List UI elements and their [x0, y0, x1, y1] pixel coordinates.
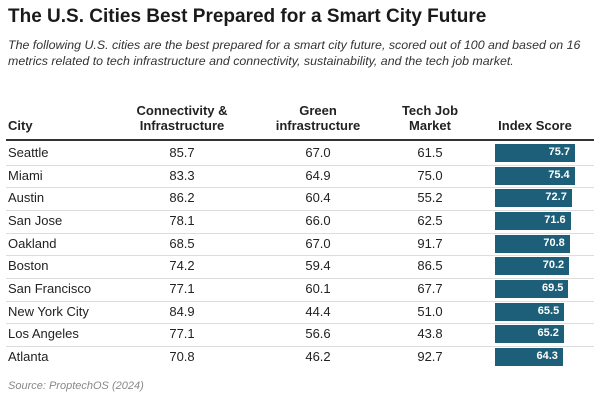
metric: 77.1 — [169, 281, 195, 297]
bar-label: 69.5 — [542, 282, 564, 295]
metric: 86.2 — [169, 190, 195, 206]
row-rule — [6, 232, 594, 234]
index-bar: 65.2 — [495, 325, 564, 344]
city: Miami — [8, 167, 43, 183]
city: New York City — [8, 303, 89, 319]
bar-label: 64.3 — [536, 350, 558, 363]
metric: 83.3 — [169, 167, 195, 183]
metric: 61.5 — [417, 145, 443, 160]
metric: 64.9 — [305, 167, 331, 183]
metric: 46.2 — [305, 349, 331, 365]
metric: 67.0 — [305, 145, 331, 160]
metric: 66.0 — [305, 213, 331, 228]
bar-label: 75.4 — [548, 168, 570, 181]
metric: 77.1 — [169, 326, 195, 342]
index-bar: 69.5 — [495, 280, 569, 299]
header-rule — [6, 139, 594, 141]
index-bar: 71.6 — [495, 212, 571, 230]
metric: 67.0 — [305, 235, 331, 251]
metric: 62.5 — [417, 213, 443, 228]
bar-label: 65.2 — [537, 327, 559, 340]
metric: 74.2 — [169, 258, 195, 274]
metric: 92.7 — [417, 349, 443, 365]
metric: 78.1 — [169, 213, 195, 228]
index-bar: 70.8 — [495, 234, 570, 253]
row-rule — [6, 323, 594, 325]
city: Seattle — [8, 145, 49, 160]
bar-label: 75.7 — [548, 146, 570, 158]
row-rule — [6, 187, 594, 189]
row-rule — [6, 255, 594, 257]
column-header: Connectivity & Infrastructure — [136, 103, 228, 133]
row-rule — [6, 278, 594, 280]
row-rule — [6, 346, 594, 348]
city: Los Angeles — [8, 326, 79, 342]
index-bar: 75.7 — [495, 144, 575, 162]
metric: 68.5 — [169, 235, 195, 251]
metric: 43.8 — [417, 326, 443, 342]
bar-label: 72.7 — [545, 191, 567, 204]
column-header: City — [8, 118, 33, 133]
city: Atlanta — [8, 349, 49, 365]
metric: 70.8 — [169, 349, 195, 365]
bar-label: 70.2 — [542, 259, 565, 272]
index-bar: 72.7 — [495, 189, 572, 208]
index-bar: 75.4 — [495, 166, 575, 185]
metric: 55.2 — [417, 190, 443, 206]
title: The U.S. Cities Best Prepared for a Smar… — [8, 6, 487, 27]
metric: 75.0 — [417, 167, 443, 183]
metric: 51.0 — [417, 303, 443, 319]
subtitle: The following U.S. cities are the best p… — [8, 38, 581, 68]
city: Austin — [8, 190, 45, 206]
row-rule — [6, 164, 594, 166]
city: San Francisco — [8, 281, 92, 297]
metric: 84.9 — [169, 303, 195, 319]
index-bar: 64.3 — [495, 348, 563, 367]
city: Oakland — [8, 235, 57, 251]
metric: 85.7 — [169, 145, 195, 160]
column-header: Tech Job Market — [401, 103, 459, 133]
metric: 60.4 — [305, 190, 331, 206]
metric: 91.7 — [417, 235, 443, 251]
column-header: Index Score — [498, 118, 572, 133]
row-rule — [6, 210, 594, 211]
row-rule — [6, 300, 594, 302]
index-bar: 70.2 — [495, 257, 570, 276]
metric: 56.6 — [305, 326, 331, 342]
city: San Jose — [8, 213, 63, 228]
column-header: Green infrastructure — [275, 103, 361, 133]
bar-label: 71.6 — [544, 214, 566, 226]
metric: 59.4 — [305, 258, 331, 274]
metric: 60.1 — [305, 281, 331, 297]
metric: 86.5 — [417, 258, 443, 274]
metric: 44.4 — [305, 303, 331, 319]
index-bar: 65.5 — [495, 302, 565, 321]
source: Source: ProptechOS (2024) — [8, 380, 144, 392]
city: Boston — [8, 258, 49, 274]
bar-label: 65.5 — [537, 304, 560, 317]
bar-label: 70.8 — [543, 236, 565, 249]
metric: 67.7 — [417, 281, 443, 297]
